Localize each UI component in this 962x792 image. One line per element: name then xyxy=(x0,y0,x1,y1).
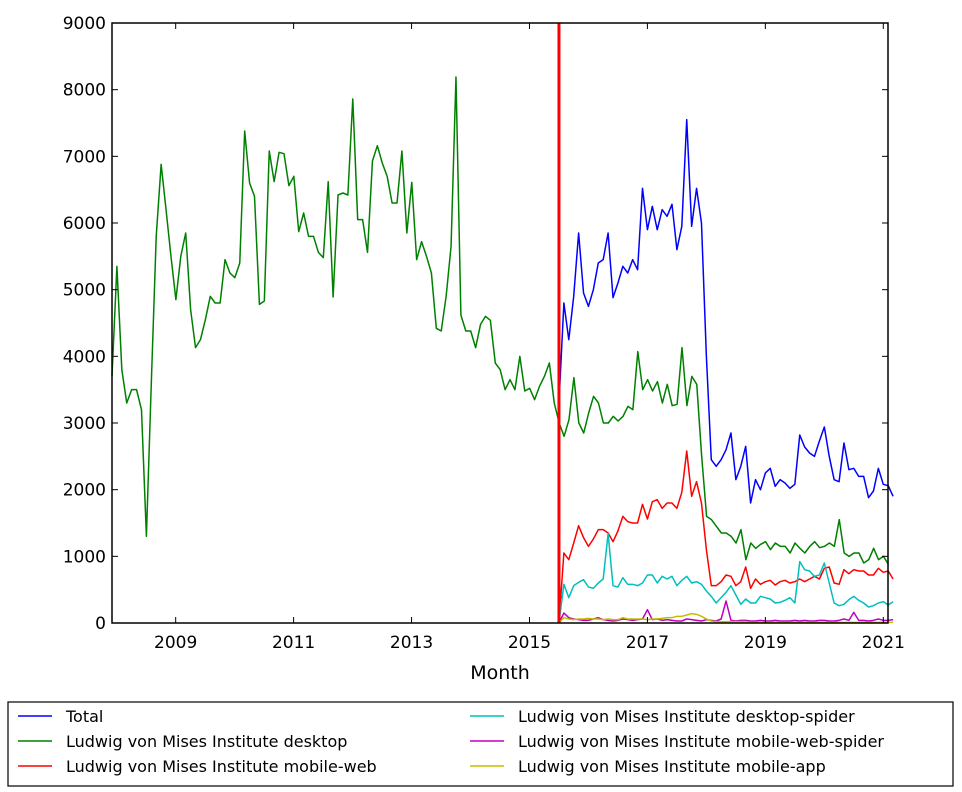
y-tick-label: 1000 xyxy=(63,547,106,567)
series-line-4 xyxy=(558,600,894,624)
y-tick-label: 0 xyxy=(95,614,106,634)
y-tick-label: 2000 xyxy=(63,481,106,501)
legend: Total Ludwig von Mises Institute desktop L… xyxy=(7,701,954,787)
series-line-3 xyxy=(558,532,894,624)
legend-label: Ludwig von Mises Institute desktop-spide… xyxy=(518,707,855,726)
legend-label: Total xyxy=(65,707,103,726)
series-line-2 xyxy=(558,450,894,624)
series-line-0 xyxy=(558,118,894,504)
legend-items: Total Ludwig von Mises Institute desktop L… xyxy=(18,707,884,776)
y-tick-label: 7000 xyxy=(63,147,106,167)
x-tick-label: 2013 xyxy=(390,633,433,653)
y-tick-label: 5000 xyxy=(63,281,106,301)
y-tick-label: 6000 xyxy=(63,214,106,234)
legend-label: Ludwig von Mises Institute mobile-app xyxy=(518,757,826,776)
x-axis-title: Month xyxy=(470,662,530,684)
y-tick-label: 3000 xyxy=(63,414,106,434)
legend-label: Ludwig von Mises Institute mobile-web-sp… xyxy=(518,732,884,751)
legend-label: Ludwig von Mises Institute mobile-web xyxy=(66,757,377,776)
plot-area xyxy=(111,22,894,624)
x-tick-label: 2019 xyxy=(744,633,787,653)
series-layer xyxy=(111,76,894,624)
y-tick-label: 8000 xyxy=(63,81,106,101)
x-tick-label: 2021 xyxy=(862,633,905,653)
x-tick-label: 2009 xyxy=(154,633,197,653)
y-axis: 0 1000 2000 3000 4000 5000 6000 7000 8000 9000 xyxy=(63,14,888,634)
legend-label: Ludwig von Mises Institute desktop xyxy=(66,732,347,751)
x-tick-label: 2011 xyxy=(272,633,315,653)
x-axis: 2009 2011 2013 2015 2017 2019 2021 xyxy=(154,23,905,653)
y-tick-label: 9000 xyxy=(63,14,106,34)
plot-frame xyxy=(111,22,889,624)
series-line-1 xyxy=(111,76,890,565)
x-tick-label: 2017 xyxy=(626,633,669,653)
y-tick-label: 4000 xyxy=(63,347,106,367)
plot-background xyxy=(112,23,888,623)
x-tick-label: 2015 xyxy=(508,633,551,653)
